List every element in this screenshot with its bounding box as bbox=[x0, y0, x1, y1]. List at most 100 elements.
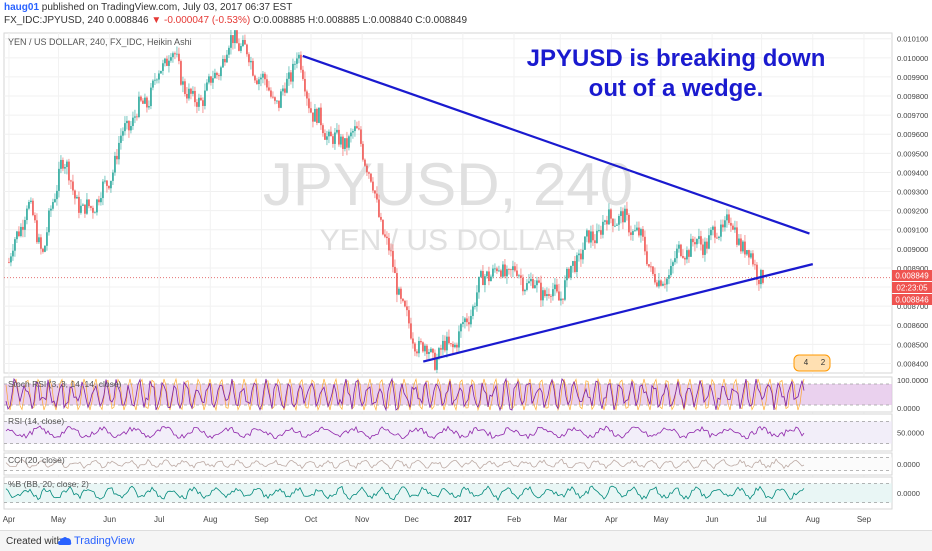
candle-body bbox=[504, 264, 506, 277]
y-tick-label: 0.008700 bbox=[897, 302, 928, 311]
candle-body bbox=[604, 220, 606, 222]
indicator-axis-label: 50.0000 bbox=[897, 429, 924, 438]
candle-body bbox=[618, 215, 620, 225]
candle-body bbox=[126, 120, 128, 124]
candle-body bbox=[362, 143, 364, 160]
stoch-rsi-pane[interactable]: Stoch RSI (3, 3, 14, 14, close) 100.0000 0… bbox=[3, 376, 928, 413]
candle-body bbox=[500, 270, 502, 277]
x-tick-label: Mar bbox=[553, 515, 567, 524]
candle-body bbox=[522, 277, 524, 292]
candle-body bbox=[752, 253, 754, 265]
event-badge[interactable]: 4 2 bbox=[793, 354, 831, 372]
candle-body bbox=[298, 54, 300, 59]
indicator-legend: RSI (14, close) bbox=[8, 416, 64, 426]
candle-body bbox=[134, 116, 136, 118]
candle-body bbox=[122, 131, 124, 136]
candle-body bbox=[448, 336, 450, 344]
candle-body bbox=[414, 343, 416, 352]
candle-body bbox=[672, 262, 674, 266]
candle-body bbox=[334, 132, 336, 144]
candle-body bbox=[616, 224, 618, 226]
candle-body bbox=[52, 202, 54, 209]
x-tick-label: Jun bbox=[103, 515, 116, 524]
x-tick-label: Feb bbox=[507, 515, 521, 524]
candle-body bbox=[456, 344, 458, 348]
x-tick-label: Apr bbox=[605, 515, 618, 524]
candle-body bbox=[420, 341, 422, 343]
candle-body bbox=[86, 199, 88, 214]
candle-body bbox=[614, 225, 616, 227]
candle-body bbox=[466, 318, 468, 323]
candle-body bbox=[690, 238, 692, 257]
x-tick-label: Oct bbox=[305, 515, 318, 524]
candle-body bbox=[434, 352, 436, 370]
candle-body bbox=[158, 73, 160, 80]
candle-body bbox=[318, 107, 320, 123]
ohlc-values: O:0.008885 H:0.008885 L:0.008840 C:0.008… bbox=[252, 15, 468, 26]
wedge-trendline[interactable] bbox=[422, 263, 814, 363]
candle-body bbox=[564, 280, 566, 300]
candle-body bbox=[326, 136, 328, 140]
pane-band bbox=[4, 421, 892, 444]
annotation-line-2: out of a wedge. bbox=[589, 75, 764, 102]
candle-body bbox=[220, 67, 222, 77]
candle-body bbox=[470, 315, 472, 325]
candle-body bbox=[338, 129, 340, 145]
candle-body bbox=[34, 215, 36, 221]
candle-body bbox=[264, 73, 266, 80]
candle-body bbox=[566, 268, 568, 281]
candle-body bbox=[340, 136, 342, 145]
candle-body bbox=[670, 265, 672, 276]
tradingview-brand-link[interactable]: TradingView bbox=[74, 535, 135, 547]
x-tick-label: Jul bbox=[154, 515, 164, 524]
candle-body bbox=[352, 131, 354, 133]
candle-body bbox=[60, 159, 62, 169]
y-tick-label: 0.009500 bbox=[897, 149, 928, 158]
current-price-tag bbox=[892, 270, 932, 281]
candle-body bbox=[628, 214, 630, 233]
candle-body bbox=[124, 123, 126, 132]
candle-body bbox=[734, 227, 736, 230]
candle-body bbox=[198, 97, 200, 107]
candle-body bbox=[574, 261, 576, 272]
candle-body bbox=[536, 280, 538, 286]
candle-body bbox=[192, 90, 194, 94]
symbol-label: FX_IDC:JPYUSD, 240 bbox=[4, 15, 105, 26]
candle-body bbox=[576, 255, 578, 272]
candle-body bbox=[312, 112, 314, 122]
y-tick-label: 0.009600 bbox=[897, 130, 928, 139]
bb-percent-pane[interactable]: %B (BB, 20, close, 2) 0.0000 bbox=[3, 476, 920, 510]
x-tick-label: Nov bbox=[355, 515, 369, 524]
candle-body bbox=[748, 250, 750, 258]
candle-body bbox=[254, 75, 256, 81]
candle-body bbox=[468, 322, 470, 325]
candle-body bbox=[620, 211, 622, 216]
last-price: 0.008846 bbox=[106, 15, 149, 26]
close-price-tag bbox=[892, 294, 932, 305]
candle-body bbox=[624, 208, 626, 223]
wedge-trendline[interactable] bbox=[302, 54, 810, 235]
candle-body bbox=[584, 236, 586, 250]
publish-header: haug01 published on TradingView.com, Jul… bbox=[0, 0, 932, 30]
candle-body bbox=[636, 227, 638, 231]
candle-body bbox=[396, 273, 398, 295]
candle-body bbox=[374, 190, 376, 194]
y-tick-label: 0.009300 bbox=[897, 188, 928, 197]
candle-body bbox=[100, 198, 102, 203]
author-link[interactable]: haug01 bbox=[4, 2, 40, 13]
x-tick-label: May bbox=[653, 515, 668, 524]
candle-body bbox=[246, 44, 248, 55]
candle-body bbox=[490, 276, 492, 282]
rsi-pane[interactable]: RSI (14, close) 50.0000 bbox=[3, 413, 924, 452]
candle-body bbox=[154, 79, 156, 81]
candle-body bbox=[304, 78, 306, 92]
candle-body bbox=[496, 268, 498, 272]
candle-body bbox=[88, 199, 90, 207]
candle-body bbox=[626, 208, 628, 215]
cci-pane[interactable]: CCI (20, close) 0.0000 bbox=[3, 452, 920, 476]
candle-body bbox=[146, 97, 148, 108]
price-chart[interactable]: 0.010100 0.010000 0.009900 0.009800 0.009700… bbox=[0, 30, 932, 530]
candle-body bbox=[92, 207, 94, 213]
y-tick-label: 0.008400 bbox=[897, 359, 928, 368]
candle-body bbox=[372, 181, 374, 191]
